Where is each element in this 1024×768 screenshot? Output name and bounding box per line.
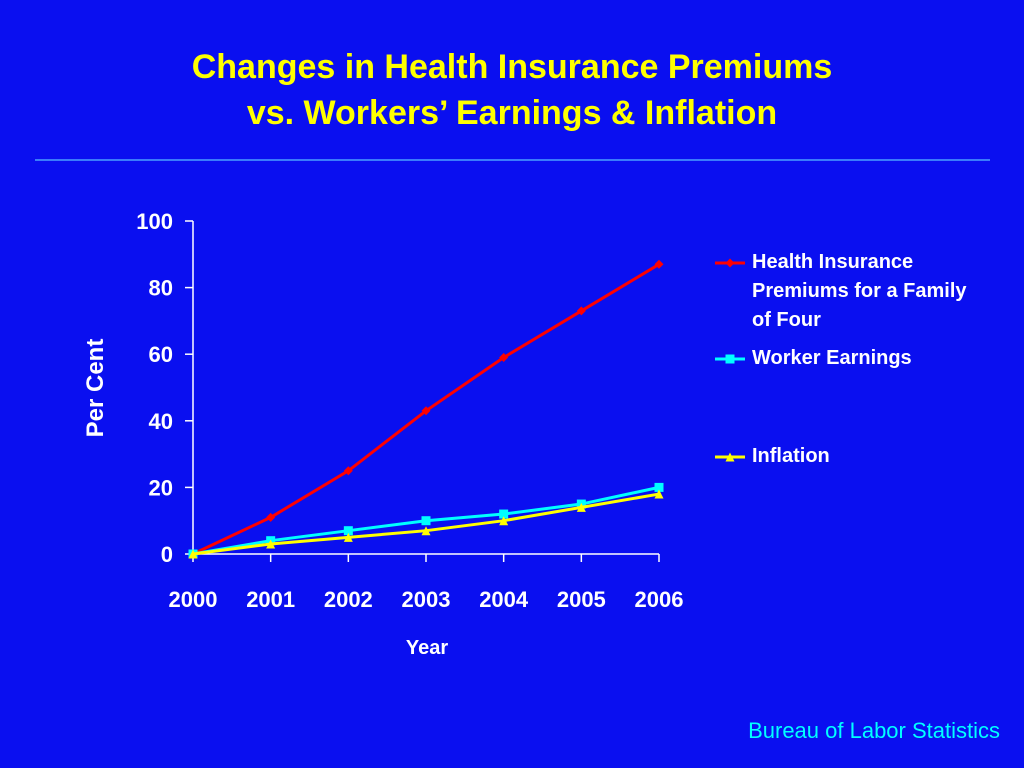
legend-label: Inflation <box>752 445 830 467</box>
y-tick-label: 0 <box>161 542 173 567</box>
data-point <box>421 406 431 416</box>
data-point <box>654 482 664 492</box>
data-point <box>499 353 509 363</box>
data-point <box>343 532 353 542</box>
data-point <box>266 512 276 522</box>
chart-subtitle: vs. Workers’ Earnings & Inflation <box>247 94 777 132</box>
data-point <box>499 509 509 519</box>
y-tick-label: 100 <box>136 209 173 234</box>
data-point <box>654 259 664 269</box>
x-axis-label: Year <box>406 637 448 659</box>
legend-label: Health Insurance Premiums for a Family o… <box>752 251 967 331</box>
x-tick-label: 2003 <box>402 587 451 612</box>
x-tick-label: 2000 <box>169 587 218 612</box>
data-point <box>576 306 586 316</box>
x-tick-label: 2001 <box>246 587 295 612</box>
data-point <box>499 516 509 526</box>
legend-marker <box>725 354 735 364</box>
data-point <box>343 466 353 476</box>
chart-title: Changes in Health Insurance Premiums <box>192 48 833 86</box>
legend-marker <box>725 452 735 462</box>
legend-label: Worker Earnings <box>752 347 912 369</box>
data-point <box>266 539 276 549</box>
x-tick-label: 2006 <box>635 587 684 612</box>
source: Bureau of Labor Statistics <box>748 718 1000 743</box>
x-tick-label: 2004 <box>479 587 529 612</box>
data-point <box>421 516 431 526</box>
legend-marker <box>725 258 735 268</box>
data-point <box>421 526 431 536</box>
data-point <box>188 549 198 559</box>
y-tick-label: 20 <box>149 475 173 500</box>
x-tick-label: 2002 <box>324 587 373 612</box>
y-axis-label: Per Cent <box>82 339 109 438</box>
data-point <box>343 526 353 536</box>
y-tick-label: 40 <box>149 409 173 434</box>
data-point <box>654 489 664 499</box>
x-tick-label: 2005 <box>557 587 606 612</box>
y-tick-label: 60 <box>149 342 173 367</box>
y-tick-label: 80 <box>149 276 173 301</box>
data-point <box>576 502 586 512</box>
